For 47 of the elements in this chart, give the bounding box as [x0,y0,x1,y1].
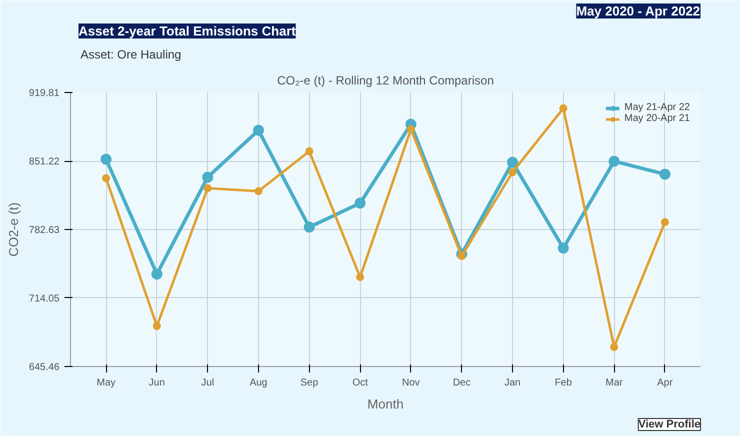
point [458,252,466,260]
point [610,342,618,351]
point [507,156,518,168]
point [559,104,568,112]
y-tick-label: 645.46 [28,362,60,373]
legend-label: May 20-Apr 21 [624,113,690,124]
y-tick-label: 919.81 [28,88,60,99]
y-tick-label: 851.22 [28,156,60,168]
x-tick-label: Dec [452,378,471,388]
point [202,172,214,183]
chart-title: Asset 2-year Total Emissions Chart [78,24,296,38]
point [252,124,264,136]
y-tick-label: 714.05 [28,293,60,304]
point [102,174,110,182]
x-tick-label: Nov [402,378,420,388]
x-axis-title: Month [367,396,404,412]
point [254,187,262,196]
point [204,184,212,192]
point [305,147,314,156]
text: Asset: Ore Hauling [80,48,182,62]
x-tick-label: Mar [606,378,624,388]
y-tick-label: 782.63 [28,225,60,236]
x-tick-label: Jan [504,378,521,388]
y-axis-title: CO2-e (t) [6,202,21,257]
x-tick-label: Apr [657,378,674,388]
x-tick-label: Jul [201,378,214,388]
chart-subtitle: CO₂-e (t) - Rolling 12 Month Comparison [277,74,494,88]
text: May 2020 - Apr 2022 [576,4,700,18]
point [660,218,669,226]
point [152,322,161,330]
point [558,242,569,254]
point [151,268,162,280]
point [304,222,315,233]
point [608,156,620,167]
point [356,273,364,282]
x-tick-label: Aug [250,378,268,388]
x-tick-label: May [96,378,116,388]
x-tick-label: Oct [352,378,368,388]
x-tick-label: Jun [148,378,165,388]
x-tick-label: Feb [554,378,572,388]
x-tick-label: Sep [300,378,319,388]
point [406,125,415,134]
point [100,154,112,165]
point [354,198,366,209]
legend-label: May 21-Apr 22 [624,102,690,113]
point [659,168,670,180]
point [508,168,517,176]
